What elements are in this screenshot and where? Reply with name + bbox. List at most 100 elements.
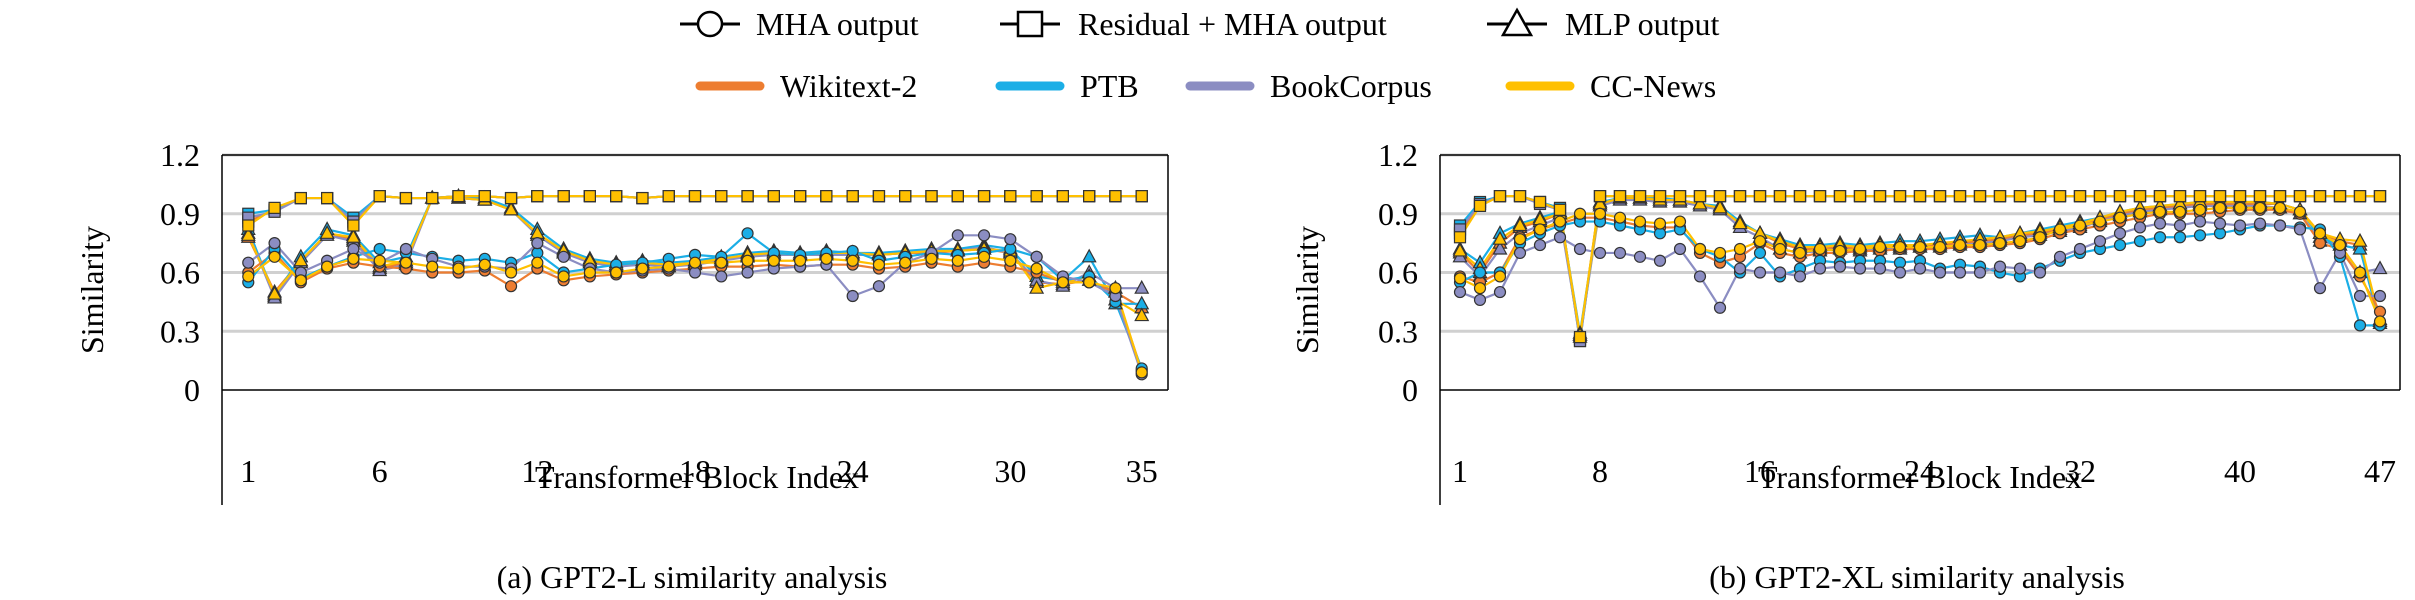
data-point-circle: [373, 242, 386, 256]
legend-triangle-icon: [1500, 7, 1534, 37]
data-point-square: [1973, 190, 1987, 203]
data-point-circle: [1553, 231, 1567, 244]
data-point-triangle: [1029, 279, 1045, 294]
data-point-square: [268, 201, 281, 214]
data-point-square: [399, 191, 413, 205]
data-point-circle: [2113, 238, 2127, 252]
data-point-square: [925, 190, 938, 203]
data-point-circle: [1493, 285, 1507, 299]
x-tick-label: 18: [679, 453, 711, 489]
legend-residual-label: Residual + MHA output: [1078, 6, 1387, 42]
data-point-square: [347, 219, 360, 232]
data-point-circle: [1853, 242, 1867, 256]
data-point-circle: [2093, 235, 2107, 248]
data-point-circle: [741, 266, 754, 279]
data-point-triangle: [1492, 240, 1508, 255]
x-tick-label: 6: [372, 453, 388, 489]
data-point-square: [2333, 190, 2347, 203]
x-tick-label: 1: [1452, 453, 1468, 489]
data-point-circle: [1653, 217, 1667, 230]
data-point-circle: [2013, 262, 2027, 275]
data-point-circle: [399, 256, 413, 269]
chart-a-xlabel: Transformer Block Index: [535, 459, 859, 495]
data-point-circle: [1513, 246, 1527, 260]
data-point-circle: [977, 250, 991, 263]
data-point-square: [1953, 190, 1967, 203]
data-point-circle: [2313, 227, 2327, 240]
data-point-square: [977, 190, 991, 203]
data-point-circle: [1083, 276, 1096, 289]
data-point-square: [2133, 190, 2147, 203]
chart-gpt2-l: Similarity Transformer Block Index (a) G…: [74, 137, 1169, 595]
data-point-triangle: [1134, 307, 1150, 322]
data-point-square: [1913, 190, 1927, 203]
data-point-square: [452, 190, 465, 203]
data-point-circle: [1993, 237, 2007, 250]
data-point-circle: [1833, 260, 1847, 273]
data-point-circle: [1753, 246, 1767, 260]
data-point-circle: [2213, 201, 2227, 214]
data-point-circle: [1473, 282, 1487, 295]
x-tick-label: 24: [837, 453, 869, 489]
data-point-square: [2173, 190, 2187, 203]
data-point-circle: [2273, 201, 2287, 214]
data-point-circle: [636, 262, 649, 275]
data-point-circle: [2333, 238, 2347, 252]
data-point-circle: [1473, 266, 1487, 279]
data-point-circle: [2353, 289, 2367, 303]
series-markers-cc-news-circle: [242, 250, 1148, 379]
data-point-circle: [872, 280, 886, 293]
data-point-square: [478, 190, 491, 203]
data-point-square: [1893, 190, 1907, 203]
data-point-square: [2273, 190, 2287, 203]
data-point-circle: [1933, 266, 1947, 279]
data-point-square: [1109, 190, 1122, 203]
data-point-square: [1004, 190, 1017, 203]
legend-markers: MHA output Residual + MHA output MLP out…: [680, 6, 1720, 42]
data-point-square: [2153, 190, 2167, 203]
data-point-square: [1773, 190, 1787, 203]
data-point-circle: [1713, 301, 1727, 314]
data-point-circle: [1030, 262, 1043, 275]
data-point-circle: [2193, 229, 2207, 242]
data-point-circle: [872, 258, 886, 271]
data-point-circle: [557, 270, 570, 283]
data-point-circle: [1593, 246, 1607, 260]
x-tick-label: 32: [2064, 453, 2096, 489]
data-point-circle: [321, 260, 334, 273]
data-point-square: [2073, 190, 2087, 203]
data-point-circle: [583, 266, 596, 279]
data-point-circle: [2073, 219, 2087, 232]
data-point-circle: [373, 254, 386, 267]
data-point-circle: [741, 227, 754, 240]
data-point-circle: [2133, 235, 2147, 248]
data-point-triangle: [319, 225, 335, 239]
data-point-circle: [347, 252, 360, 265]
data-point-circle: [1733, 262, 1747, 275]
data-point-square: [1056, 190, 1069, 203]
series-markers-cc-news-circle: [1453, 201, 2387, 328]
data-point-square: [2013, 190, 2027, 203]
data-point-square: [846, 190, 859, 203]
data-point-square: [531, 190, 544, 203]
series-markers-cc-news-square: [242, 190, 1148, 232]
data-point-circle: [1056, 276, 1069, 289]
data-point-circle: [2373, 289, 2387, 303]
data-point-circle: [1109, 282, 1122, 295]
series-markers-ptb-circle: [242, 227, 1148, 375]
data-point-square: [426, 191, 439, 205]
legend-datasets: Wikitext-2 PTB BookCorpus CC-News: [695, 68, 1716, 104]
data-point-square: [1873, 190, 1887, 203]
data-point-circle: [951, 229, 964, 242]
y-tick-label: 0: [1402, 372, 1418, 408]
legend-item-residual: Residual + MHA output: [1000, 6, 1387, 42]
data-point-square: [1753, 190, 1767, 203]
data-point-square: [1083, 190, 1096, 203]
data-point-square: [1473, 199, 1487, 213]
legend-wikitext-label: Wikitext-2: [780, 68, 917, 104]
data-point-square: [294, 191, 307, 205]
data-point-circle: [846, 254, 859, 267]
data-point-circle: [715, 270, 728, 283]
data-point-circle: [925, 252, 938, 265]
legend-mlp-label: MLP output: [1565, 6, 1720, 42]
